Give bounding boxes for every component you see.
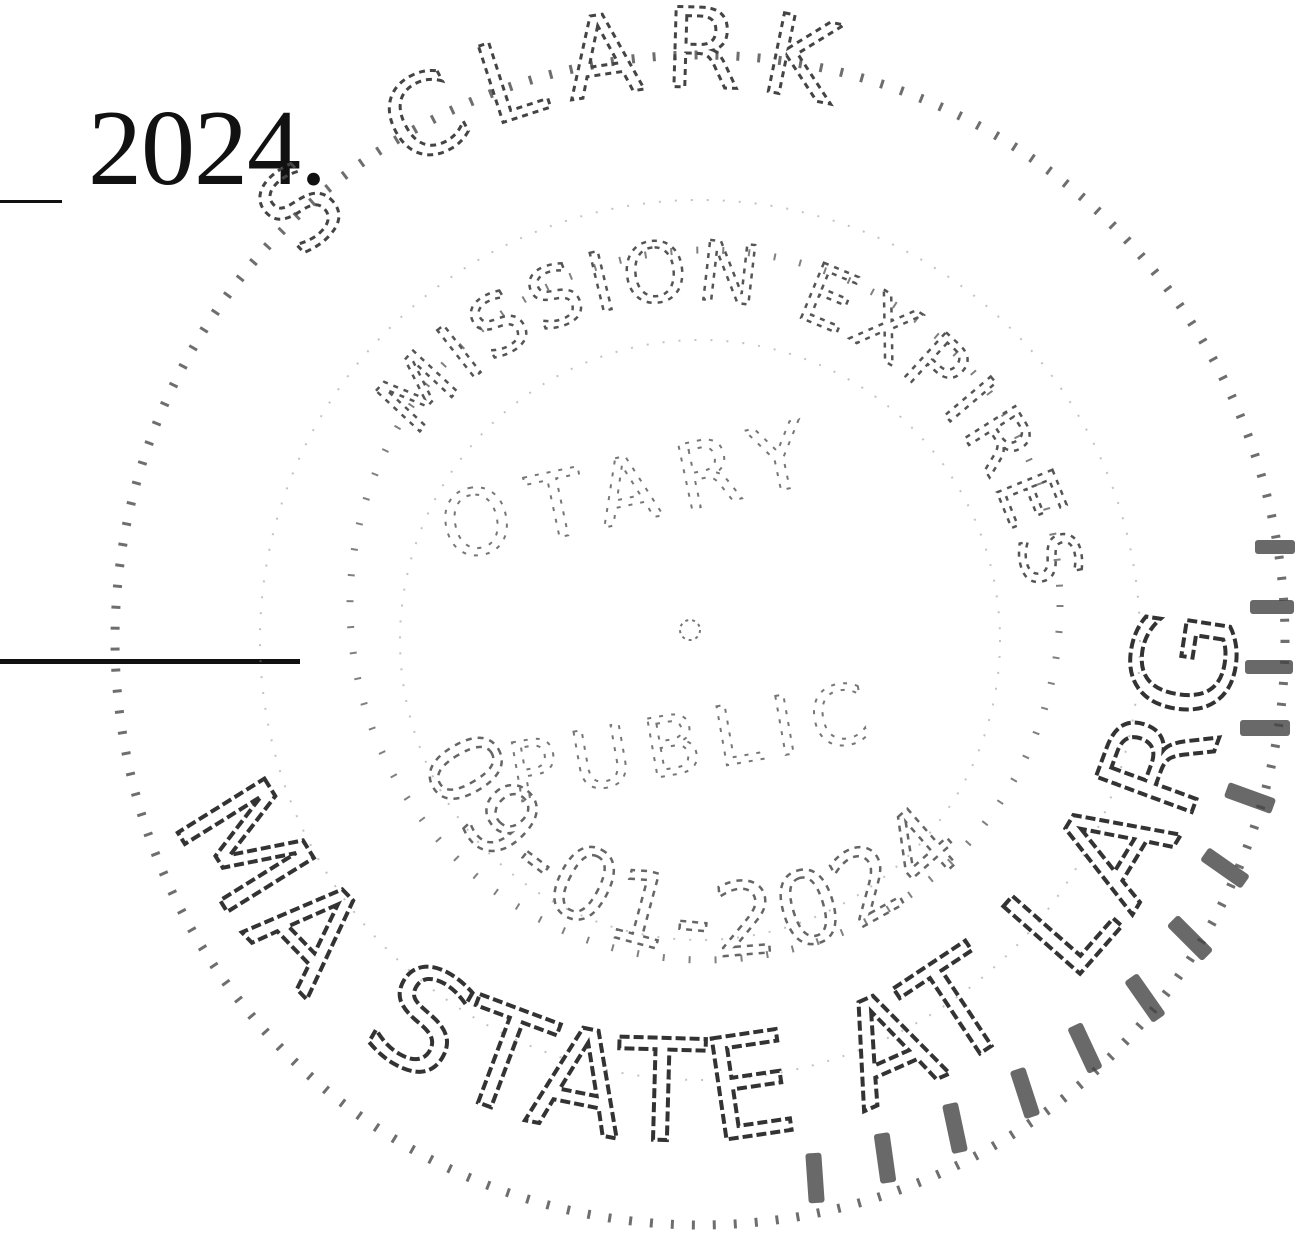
seal-name-arc: S CLARK [231,0,867,279]
seal-center-top: OTARY [431,398,836,582]
seal-speckle-accents [805,540,1295,1204]
seal-inner-ring [346,246,1064,964]
seal-outer-ring [110,50,1290,1230]
signature-line [0,659,300,664]
seal-center-star [679,619,701,641]
date-underline [0,200,62,203]
date-year: 2024. [88,89,327,208]
seal-state-arc: MA STATE AT LARGE [0,0,1268,1177]
